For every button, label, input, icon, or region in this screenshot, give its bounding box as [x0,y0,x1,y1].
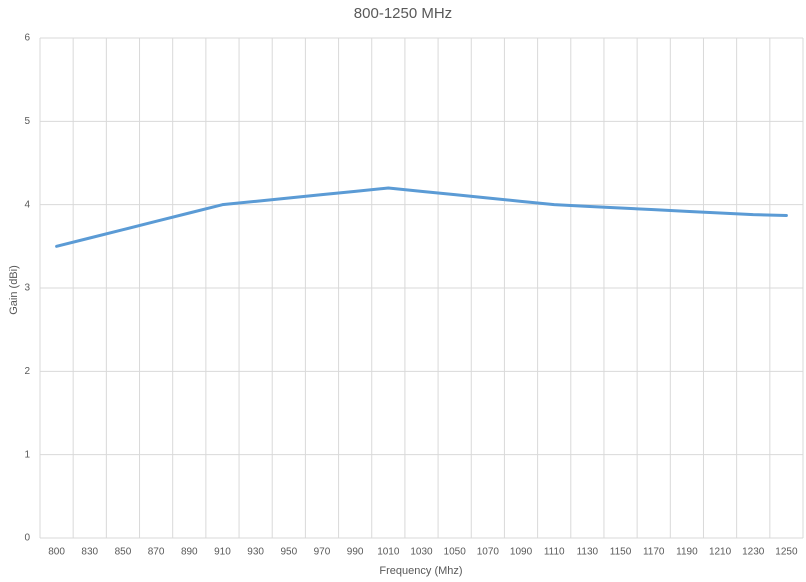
x-tick-label: 830 [81,547,98,558]
y-tick-label: 5 [24,116,30,127]
x-tick-label: 930 [247,547,264,558]
y-tick-label: 2 [24,366,30,377]
x-tick-label: 1110 [544,547,565,558]
x-tick-label: 1150 [610,547,632,558]
x-tick-label: 1070 [477,547,500,558]
x-tick-label: 890 [181,547,198,558]
y-tick-label: 4 [24,199,30,210]
x-tick-label: 1050 [444,547,467,558]
x-tick-label: 1010 [377,547,400,558]
x-tick-label: 1130 [577,547,599,558]
y-tick-label: 3 [24,283,30,294]
x-tick-label: 870 [148,547,165,558]
y-tick-label: 1 [24,449,30,460]
y-tick-label: 0 [24,533,30,544]
chart-title: 800-1250 MHz [354,5,452,22]
x-tick-label: 1210 [709,547,732,558]
x-axis-label: Frequency (Mhz) [379,565,462,577]
x-tick-label: 1230 [742,547,765,558]
x-tick-label: 1170 [643,547,665,558]
x-tick-label: 970 [314,547,331,558]
y-axis-label: Gain (dBi) [8,265,20,315]
x-tick-label: 1030 [410,547,433,558]
x-tick-label: 990 [347,547,364,558]
line-series [55,186,788,248]
x-tick-label: 950 [280,547,297,558]
x-tick-label: 910 [214,547,231,558]
x-tick-label: 1090 [510,547,533,558]
x-tick-label: 800 [48,547,65,558]
x-tick-label: 1250 [775,547,798,558]
y-tick-label: 6 [24,33,30,44]
x-tick-label: 850 [115,547,132,558]
x-tick-label: 1190 [676,547,698,558]
